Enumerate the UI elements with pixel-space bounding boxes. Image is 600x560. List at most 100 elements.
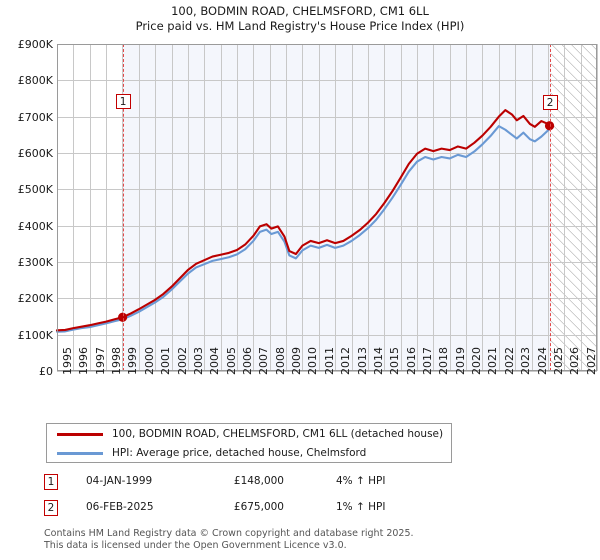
gridline-vertical bbox=[515, 44, 516, 371]
x-axis-tick-label: 2026 bbox=[568, 347, 582, 375]
x-axis-tick-label: 1995 bbox=[61, 347, 74, 375]
gridline-vertical bbox=[548, 44, 549, 371]
x-axis-tick-label: 1996 bbox=[77, 347, 91, 375]
gridline-vertical bbox=[221, 44, 222, 371]
gridline-horizontal bbox=[57, 371, 597, 372]
gridline-horizontal bbox=[57, 226, 597, 227]
gridline-vertical bbox=[172, 44, 173, 371]
gridline-vertical bbox=[139, 44, 140, 371]
x-axis-tick-label: 2024 bbox=[535, 347, 549, 375]
x-axis-tick-label: 2007 bbox=[257, 347, 271, 375]
transaction-date: 04-JAN-1999 bbox=[86, 475, 153, 487]
forecast-hatched-region bbox=[551, 44, 597, 371]
title-address: 100, BODMIN ROAD, CHELMSFORD, CM1 6LL bbox=[171, 4, 429, 18]
gridline-vertical bbox=[73, 44, 74, 371]
x-axis-tick-label: 2002 bbox=[175, 347, 189, 375]
x-axis-tick-label: 2020 bbox=[470, 347, 484, 375]
title-subtitle: Price paid vs. HM Land Registry's House … bbox=[135, 19, 465, 33]
gridline-vertical bbox=[335, 44, 336, 371]
x-axis-tick-label: 2006 bbox=[241, 347, 254, 375]
transaction-badge-2[interactable]: 2 bbox=[44, 500, 58, 516]
x-axis-tick-label: 2019 bbox=[453, 347, 467, 375]
transaction-price: £675,000 bbox=[233, 501, 284, 513]
gridline-vertical bbox=[581, 44, 582, 371]
gridline-vertical bbox=[253, 44, 254, 371]
x-axis-tick-label: 2027 bbox=[584, 347, 598, 375]
gridline-vertical bbox=[286, 44, 287, 371]
gridline-vertical bbox=[499, 44, 500, 371]
x-axis-tick-label: 2003 bbox=[191, 347, 205, 375]
series-lines bbox=[55, 109, 555, 333]
transaction-badge-1[interactable]: 1 bbox=[44, 474, 58, 490]
y-axis-tick-label: £500K bbox=[17, 183, 53, 197]
footer-line-1: Contains HM Land Registry data © Crown c… bbox=[44, 528, 414, 539]
x-axis-tick-label: 2018 bbox=[437, 347, 451, 375]
gridline-horizontal bbox=[57, 189, 597, 190]
gridline-horizontal bbox=[57, 335, 597, 336]
x-axis-tick-label: 2009 bbox=[290, 347, 304, 375]
y-axis-tick-label: £0 bbox=[39, 365, 53, 378]
gridline-vertical bbox=[319, 44, 320, 371]
x-axis-tick-label: 2021 bbox=[486, 347, 500, 375]
gridline-vertical bbox=[90, 44, 91, 371]
x-axis-tick-label: 1999 bbox=[126, 347, 140, 375]
x-axis-tick-label: 2010 bbox=[306, 347, 320, 375]
gridline-vertical bbox=[352, 44, 353, 371]
x-axis-tick-label: 2017 bbox=[421, 347, 434, 375]
gridline-vertical bbox=[417, 44, 418, 371]
x-axis-tick-label: 2016 bbox=[404, 347, 418, 375]
y-axis-tick-label: £800K bbox=[17, 74, 53, 88]
gridline-vertical bbox=[188, 44, 189, 371]
y-axis-tick-label: £900K bbox=[17, 38, 53, 51]
footer-line-2: This data is licensed under the Open Gov… bbox=[44, 539, 347, 551]
transaction-hpi-delta: 1% ↑ HPI bbox=[336, 501, 386, 513]
gridline-vertical bbox=[237, 44, 238, 371]
gridline-vertical bbox=[597, 44, 598, 371]
legend-color-swatch bbox=[57, 433, 103, 436]
series-line bbox=[55, 109, 551, 332]
gridline-vertical bbox=[204, 44, 205, 371]
plot-background-tinted bbox=[122, 44, 597, 371]
gridline-horizontal bbox=[57, 298, 597, 299]
x-axis-tick-label: 1998 bbox=[110, 347, 124, 375]
y-axis-tick-label: £300K bbox=[17, 256, 53, 269]
footer-attribution: Contains HM Land Registry data © Crown c… bbox=[44, 528, 584, 551]
x-axis-tick-label: 2005 bbox=[224, 347, 238, 375]
gridline-vertical bbox=[401, 44, 402, 371]
x-axis-tick-label: 2011 bbox=[322, 347, 336, 375]
transaction-date: 06-FEB-2025 bbox=[86, 501, 154, 513]
gridline-vertical bbox=[270, 44, 271, 371]
sale-event-line bbox=[122, 44, 124, 371]
gridline-vertical bbox=[433, 44, 434, 371]
x-axis-tick-label: 2023 bbox=[519, 347, 533, 375]
gridline-horizontal bbox=[57, 117, 597, 118]
x-axis-tick-label: 2015 bbox=[388, 347, 402, 375]
x-axis-tick-label: 2012 bbox=[339, 347, 353, 375]
y-axis-tick-label: £700K bbox=[17, 110, 53, 124]
gridline-vertical bbox=[155, 44, 156, 371]
series-line bbox=[55, 125, 551, 333]
gridline-vertical bbox=[368, 44, 369, 371]
x-axis-tick-label: 2008 bbox=[273, 347, 287, 375]
x-axis-tick-label: 1997 bbox=[93, 347, 107, 375]
gridline-vertical bbox=[450, 44, 451, 371]
gridline-horizontal bbox=[57, 80, 597, 81]
gridline-vertical bbox=[532, 44, 533, 371]
page-title: 100, BODMIN ROAD, CHELMSFORD, CM1 6LL Pr… bbox=[0, 4, 600, 34]
gridline-horizontal bbox=[57, 262, 597, 263]
legend-item: 100, BODMIN ROAD, CHELMSFORD, CM1 6LL (d… bbox=[47, 425, 451, 445]
gridline-vertical bbox=[564, 44, 565, 371]
y-axis-tick-label: £200K bbox=[17, 292, 53, 306]
x-axis-tick-label: 2022 bbox=[502, 347, 516, 375]
y-axis-tick-label: £400K bbox=[17, 219, 53, 233]
x-axis-tick-label: 2014 bbox=[371, 347, 385, 375]
legend-color-swatch bbox=[57, 452, 103, 455]
x-axis-tick-label: 2013 bbox=[355, 347, 369, 375]
table-row: 2 06-FEB-2025 £675,000 1% ↑ HPI bbox=[44, 500, 444, 526]
chart-marker-badge-2[interactable]: 2 bbox=[542, 95, 558, 110]
chart-marker-badge-1[interactable]: 1 bbox=[115, 94, 131, 109]
legend-label: 100, BODMIN ROAD, CHELMSFORD, CM1 6LL (d… bbox=[112, 428, 444, 440]
x-axis-tick-label: 2004 bbox=[208, 347, 222, 375]
table-row: 1 04-JAN-1999 £148,000 4% ↑ HPI bbox=[44, 474, 444, 500]
